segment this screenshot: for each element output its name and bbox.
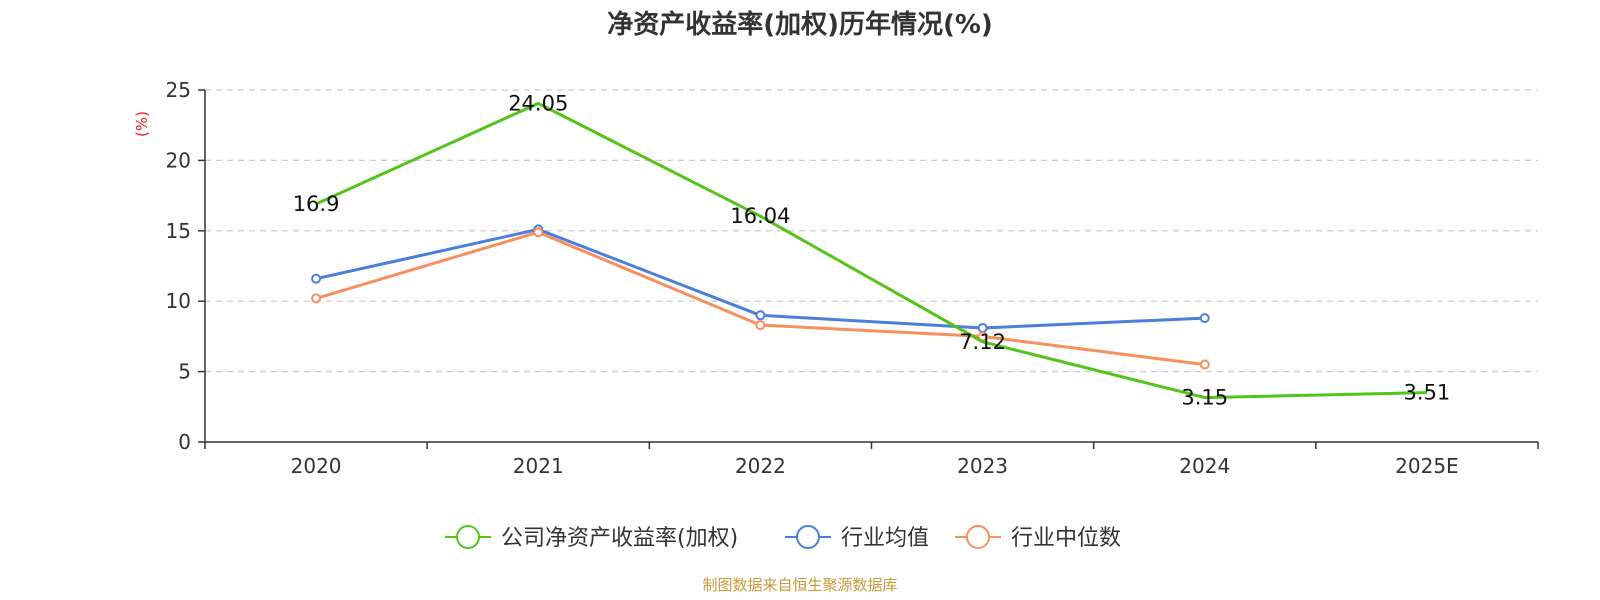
x-tick-label: 2024: [1179, 454, 1230, 478]
y-tick-label: 10: [166, 289, 191, 313]
data-label: 3.51: [1404, 381, 1451, 405]
series-line: [315, 230, 1205, 367]
series-line: [315, 101, 1427, 400]
data-point[interactable]: [311, 273, 322, 284]
legend-marker: [456, 525, 480, 549]
chart-title: 净资产收益率(加权)历年情况(%): [607, 9, 993, 40]
source-note: 制图数据来自恒生聚源数据库: [702, 576, 897, 594]
legend-item[interactable]: 行业均值: [785, 525, 929, 551]
legend: 公司净资产收益率(加权) 行业均值 行业中位数: [445, 525, 1121, 551]
data-label: 16.04: [730, 204, 790, 228]
y-tick-label: 20: [166, 148, 191, 172]
legend-label: 行业中位数: [1011, 526, 1121, 551]
y-tick-label: 15: [166, 219, 191, 243]
y-tick-label: 5: [178, 360, 191, 384]
axes: 0 5 10 15 20 25 2020 2021 2022 2023 2024 2025E: [166, 78, 1539, 478]
grid-lines: [205, 89, 1538, 373]
x-tick-label: 2021: [513, 454, 564, 478]
data-point[interactable]: [755, 310, 766, 321]
x-tick-label: 2020: [291, 454, 342, 478]
series-layer: [311, 101, 1427, 400]
x-tick-label: 2022: [735, 454, 786, 478]
series-0: [315, 101, 1427, 400]
y-axis-label-group: (%): [133, 111, 151, 137]
y-axis-label: (%): [133, 111, 151, 137]
data-label: 3.15: [1181, 386, 1228, 410]
data-label: 24.05: [508, 91, 568, 115]
series-2: [311, 227, 1210, 370]
series-1: [311, 224, 1210, 333]
legend-label: 行业均值: [841, 526, 929, 551]
data-point[interactable]: [533, 227, 544, 238]
data-point[interactable]: [1199, 313, 1210, 324]
data-point[interactable]: [1199, 359, 1210, 370]
legend-item[interactable]: 公司净资产收益率(加权): [445, 525, 738, 551]
data-label: 16.9: [293, 192, 340, 216]
data-point[interactable]: [755, 320, 766, 331]
x-tick-label: 2025E: [1395, 454, 1459, 478]
data-point[interactable]: [311, 293, 322, 304]
y-tick-label: 25: [166, 78, 191, 102]
legend-label: 公司净资产收益率(加权): [501, 526, 738, 551]
x-tick-label: 2023: [957, 454, 1008, 478]
data-labels: 16.9 24.05 16.04 7.12 3.15 3.51: [293, 91, 1451, 409]
y-tick-label: 0: [178, 430, 191, 454]
legend-marker: [796, 525, 820, 549]
legend-marker: [966, 525, 990, 549]
data-label: 7.12: [959, 330, 1006, 354]
legend-item[interactable]: 行业中位数: [955, 525, 1121, 551]
